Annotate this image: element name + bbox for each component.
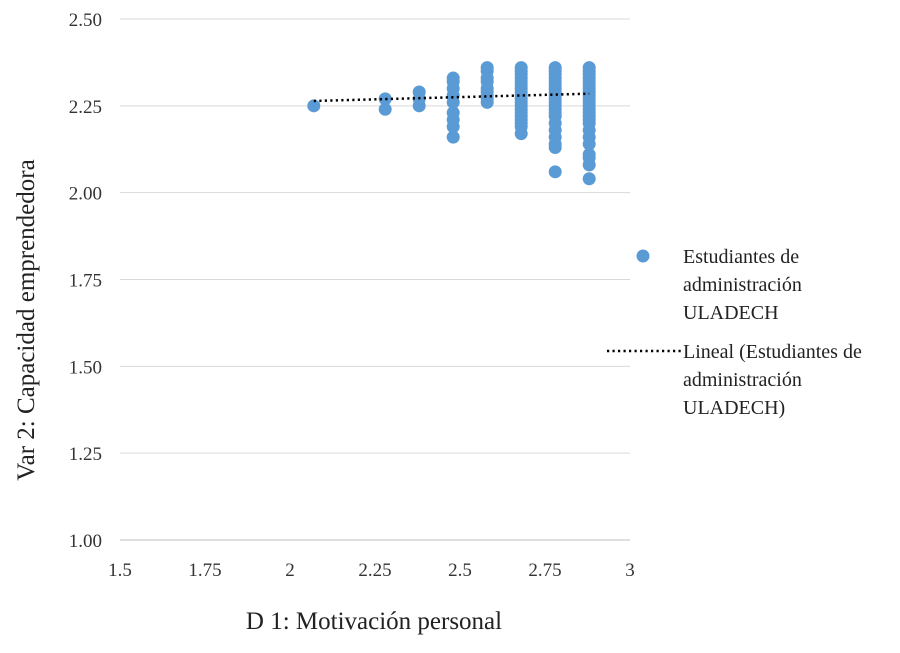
y-tick-label: 2.25 (69, 97, 102, 118)
data-point (378, 92, 392, 106)
legend-trendline-line-3: ULADECH) (683, 397, 785, 419)
data-point (412, 99, 426, 113)
data-point (582, 137, 596, 151)
x-axis-ticks: 1.5 1.75 2 2.25 2.5 2.75 3 (108, 560, 635, 581)
data-point (446, 130, 460, 144)
y-tick-label: 2.50 (69, 10, 102, 31)
data-point (548, 165, 562, 179)
y-axis-ticks: 1.00 1.25 1.50 1.75 2.00 2.25 2.50 (69, 10, 102, 552)
legend-series-line-3: ULADECH (683, 302, 779, 324)
x-tick-label: 1.5 (108, 560, 132, 581)
legend-trendline-line-2: administración (683, 369, 802, 391)
x-tick-label: 3 (625, 560, 635, 581)
trendline-group (313, 92, 590, 103)
y-tick-label: 1.00 (69, 531, 102, 552)
x-tick-label: 2.75 (528, 560, 561, 581)
data-point (480, 95, 494, 109)
x-tick-label: 2.5 (448, 560, 472, 581)
y-tick-label: 2.00 (69, 184, 102, 205)
y-axis-title: Var 2: Capacidad emprendedora (13, 159, 40, 480)
gridlines (120, 18, 630, 541)
x-axis-title: D 1: Motivación personal (246, 608, 502, 635)
legend-series-line-2: administración (683, 274, 802, 296)
data-point (378, 102, 392, 116)
data-point (514, 127, 528, 141)
legend-marker-series (636, 249, 650, 263)
data-point (446, 95, 460, 109)
y-tick-label: 1.25 (69, 444, 102, 465)
data-point (446, 120, 460, 134)
data-points (307, 61, 596, 186)
data-point (307, 99, 321, 113)
legend: Estudiantes de administración ULADECH Li… (607, 246, 862, 419)
y-tick-label: 1.50 (69, 357, 102, 378)
data-point (582, 158, 596, 172)
x-tick-label: 2 (285, 560, 295, 581)
data-point (582, 172, 596, 186)
x-tick-label: 1.75 (188, 560, 221, 581)
y-tick-label: 1.75 (69, 271, 102, 292)
trendline (313, 92, 590, 103)
legend-trendline-line-1: Lineal (Estudiantes de (683, 341, 862, 363)
data-point (548, 141, 562, 155)
legend-series-line-1: Estudiantes de (683, 246, 799, 268)
x-tick-label: 2.25 (358, 560, 391, 581)
